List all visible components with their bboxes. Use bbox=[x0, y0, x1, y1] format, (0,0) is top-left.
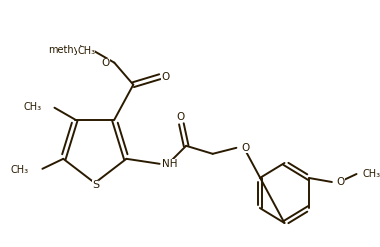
Text: O: O bbox=[241, 143, 249, 153]
Text: CH₃: CH₃ bbox=[11, 165, 29, 175]
Text: O: O bbox=[162, 72, 169, 82]
Text: CH₃: CH₃ bbox=[362, 169, 380, 179]
Text: methyl: methyl bbox=[48, 45, 82, 55]
Text: CH₃: CH₃ bbox=[23, 102, 41, 112]
Text: methyl: methyl bbox=[84, 50, 88, 51]
Text: O: O bbox=[176, 112, 185, 122]
Text: CH₃: CH₃ bbox=[77, 46, 95, 56]
Text: O: O bbox=[337, 177, 345, 187]
Text: S: S bbox=[92, 180, 99, 190]
Text: NH: NH bbox=[162, 159, 178, 169]
Text: methyl: methyl bbox=[92, 47, 97, 49]
Text: O: O bbox=[101, 58, 109, 68]
